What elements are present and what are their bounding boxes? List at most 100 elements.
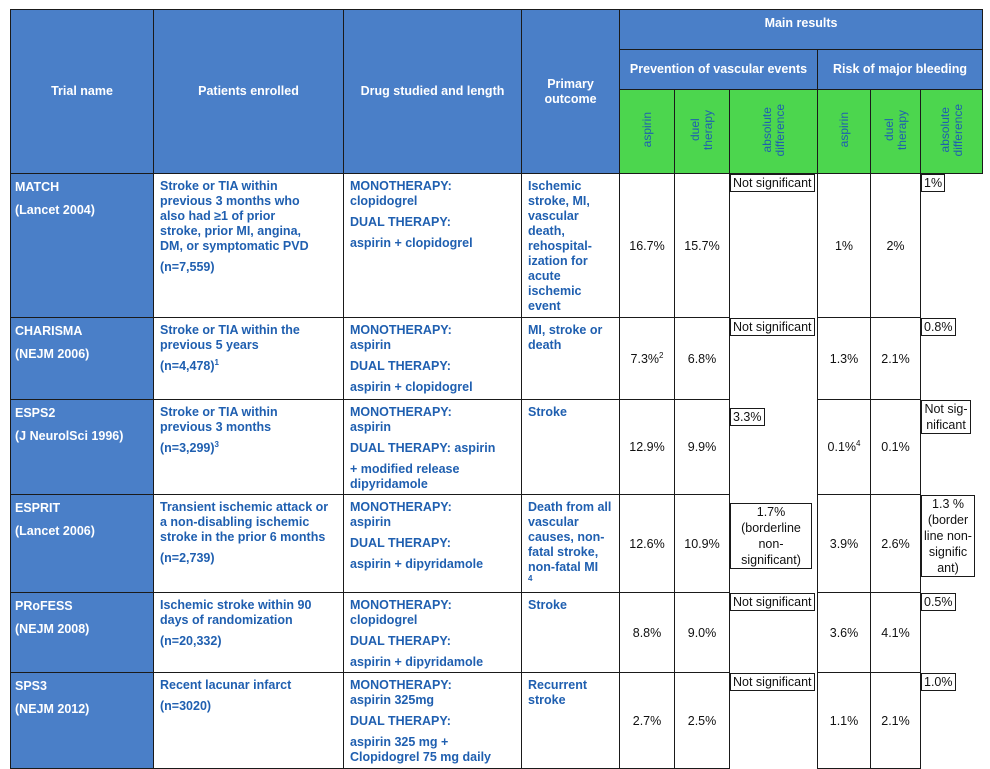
bleeding-aspirin: 0.1% — [827, 440, 857, 454]
dual-therapy: aspirin + clopidogrel — [350, 236, 473, 250]
trial-journal: (Lancet 2006) — [15, 524, 95, 538]
subheader-bleed-diff: absolute difference — [937, 103, 965, 157]
prevention-aspirin: 8.8% — [632, 625, 662, 640]
subheader-bleed-dual: duel therapy — [881, 109, 909, 151]
trial-journal: (J NeurolSci 1996) — [15, 429, 124, 443]
dual-therapy: aspirin 325 mg + Clopidogrel 75 mg daily — [350, 735, 491, 764]
patients-count: (n=4,478) — [160, 359, 215, 373]
patients-footnote: 3 — [214, 439, 219, 449]
patients-count: (n=3,299) — [160, 441, 215, 455]
monotherapy: MONOTHERAPY: aspirin — [350, 323, 452, 352]
bleeding-aspirin-footnote: 4 — [856, 438, 861, 448]
dual-therapy: aspirin + clopidogrel — [350, 380, 473, 394]
table-row: MATCH (Lancet 2004) Stroke or TIA within… — [10, 173, 983, 318]
trial-name: PRoFESS — [15, 599, 73, 613]
primary-outcome: Stroke — [528, 405, 567, 419]
prevention-difference: 1.7% (borderline non-significant) — [730, 502, 812, 569]
table-row: ESPRIT (Lancet 2006) Transient ischemic … — [10, 494, 983, 593]
patients-count: (n=3020) — [160, 699, 212, 713]
header-drug-studied: Drug studied and length — [343, 9, 522, 174]
trial-name: SPS3 — [15, 679, 47, 693]
dual-therapy-label: DUAL THERAPY: — [350, 714, 451, 728]
trial-name: CHARISMA — [15, 324, 83, 338]
bleeding-aspirin: 3.6% — [829, 625, 859, 640]
bleeding-dual: 2% — [870, 173, 921, 318]
trials-table: Trial name Patients enrolled Drug studie… — [10, 9, 984, 769]
dual-therapy-label: DUAL THERAPY: — [350, 215, 451, 229]
monotherapy: MONOTHERAPY: clopidogrel — [350, 598, 452, 627]
patients-description: Stroke or TIA within previous 3 months — [160, 405, 278, 434]
bleeding-difference: Not sig-nificant — [921, 399, 971, 434]
prevention-dual: 10.9% — [674, 494, 730, 593]
bleeding-dual: 2.1% — [870, 317, 921, 400]
header-bleeding: Risk of major bleeding — [816, 49, 984, 90]
bleeding-difference: 0.8% — [921, 317, 956, 336]
patients-count: (n=7,559) — [160, 260, 215, 274]
subheader-bleed-aspirin: aspirin — [836, 112, 851, 148]
header-primary-outcome: Primary outcome — [521, 9, 620, 174]
bleeding-aspirin: 1% — [834, 238, 854, 253]
bleeding-dual: 2.6% — [870, 494, 921, 593]
patients-description: Ischemic stroke within 90 days of random… — [160, 598, 312, 627]
prevention-aspirin: 12.6% — [629, 536, 665, 551]
primary-outcome: Stroke — [528, 598, 567, 612]
bleeding-aspirin: 1.3% — [829, 351, 859, 366]
outcome-footnote: 4 — [528, 573, 533, 583]
bleeding-dual: 2.1% — [870, 672, 921, 769]
table-row: ESPS2 (J NeurolSci 1996) Stroke or TIA w… — [10, 399, 983, 495]
table-row: SPS3 (NEJM 2012) Recent lacunar infarct … — [10, 672, 983, 769]
patients-description: Recent lacunar infarct — [160, 678, 292, 692]
bleeding-aspirin: 3.9% — [829, 536, 859, 551]
trial-journal: (Lancet 2004) — [15, 203, 95, 217]
prevention-dual: 2.5% — [674, 672, 730, 769]
trial-name: MATCH — [15, 180, 60, 194]
prevention-aspirin: 7.3% — [630, 351, 660, 366]
header-prevention: Prevention of vascular events — [619, 49, 818, 90]
monotherapy: MONOTHERAPY: aspirin 325mg — [350, 678, 452, 707]
subheader-prev-diff: absolute difference — [759, 103, 787, 157]
dual-therapy: + modified release dipyridamole — [350, 462, 460, 491]
prevention-dual: 9.0% — [674, 592, 730, 673]
monotherapy: MONOTHERAPY: aspirin — [350, 500, 452, 529]
prevention-dual: 15.7% — [674, 173, 730, 318]
trial-name: ESPS2 — [15, 406, 56, 420]
monotherapy: MONOTHERAPY: clopidogrel — [350, 179, 452, 208]
patients-count: (n=20,332) — [160, 634, 222, 648]
patients-description: Stroke or TIA within previous 3 months w… — [160, 179, 309, 253]
primary-outcome: Death from all vascular causes, non-fata… — [528, 500, 612, 574]
dual-therapy-label: DUAL THERAPY: — [350, 536, 451, 550]
patients-footnote: 1 — [214, 357, 219, 367]
table-row: PRoFESS (NEJM 2008) Ischemic stroke with… — [10, 592, 983, 673]
dual-therapy: aspirin + dipyridamole — [350, 557, 484, 571]
primary-outcome: Recurrent stroke — [528, 678, 588, 707]
header-trial-name: Trial name — [10, 9, 154, 174]
dual-therapy-label: DUAL THERAPY: — [350, 634, 451, 648]
header-patients-enrolled: Patients enrolled — [153, 9, 344, 174]
prevention-aspirin: 16.7% — [629, 238, 665, 253]
dual-therapy-label: DUAL THERAPY: aspirin — [350, 441, 496, 455]
prevention-difference: Not significant — [730, 672, 815, 691]
trial-journal: (NEJM 2006) — [15, 347, 90, 361]
dual-therapy: aspirin + dipyridamole — [350, 655, 484, 669]
trial-journal: (NEJM 2008) — [15, 622, 90, 636]
prevention-aspirin: 12.9% — [629, 440, 665, 454]
prevention-difference: Not significant — [730, 592, 815, 611]
bleeding-difference: 1.3 % (border line non-signific ant) — [921, 494, 975, 577]
prevention-dual: 9.9% — [674, 399, 730, 495]
prevention-aspirin-footnote: 2 — [659, 350, 664, 360]
prevention-difference: Not significant — [730, 174, 815, 192]
patients-description: Transient ischemic attack or a non-disab… — [160, 500, 329, 544]
table-row: CHARISMA (NEJM 2006) Stroke or TIA withi… — [10, 317, 983, 400]
primary-outcome: Ischemic stroke, MI, vascular death, reh… — [528, 179, 592, 313]
subheader-prev-dual: duel therapy — [688, 109, 715, 151]
trial-journal: (NEJM 2012) — [15, 702, 90, 716]
primary-outcome: MI, stroke or death — [528, 323, 603, 352]
trial-name: ESPRIT — [15, 501, 61, 515]
patients-count: (n=2,739) — [160, 551, 215, 565]
prevention-dual: 6.8% — [674, 317, 730, 400]
bleeding-difference: 0.5% — [921, 592, 956, 611]
bleeding-aspirin: 1.1% — [829, 713, 859, 728]
patients-description: Stroke or TIA within the previous 5 year… — [160, 323, 300, 352]
header-main-results: Main results — [618, 9, 984, 50]
bleeding-difference: 1.0% — [921, 672, 956, 691]
